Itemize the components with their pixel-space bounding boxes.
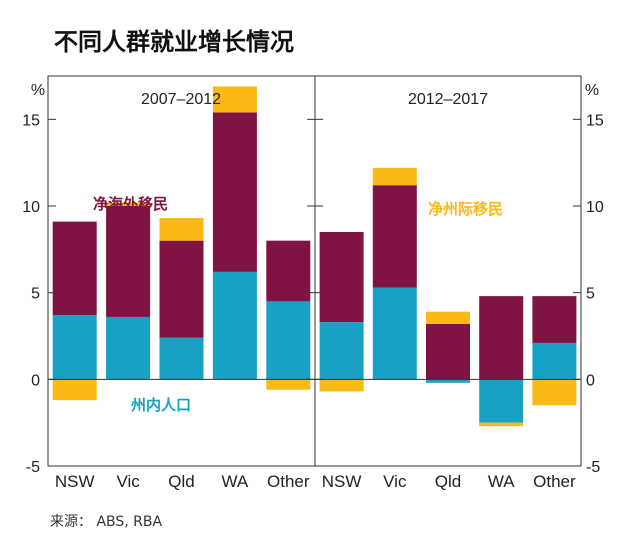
bars-layer [52,86,577,427]
bar-net-interstate-migration-p2-nsw [319,379,364,392]
bar-net-overseas-migration-p1-qld [159,240,204,338]
y-tick-label-right-5: 5 [586,286,595,303]
bar-net-overseas-migration-p1-other [266,240,311,302]
x-tick-labels: NSW Vic Qld WA Other NSW Vic Qld WA Other [55,472,576,491]
x-tick-label-p1-vic: Vic [116,472,140,491]
annotation-net-overseas-migration: 净海外移民 [93,195,168,213]
bar-net-overseas-migration-p2-vic [372,185,417,288]
y-tick-label-left--5: -5 [26,459,40,476]
panel-title-right: 2012–2017 [408,91,488,108]
bar-net-overseas-migration-p1-nsw [52,221,97,316]
bar-state-population-p2-vic [372,287,417,380]
x-tick-label-p1-other: Other [267,472,310,491]
x-tick-label-p2-vic: Vic [383,472,407,491]
bar-net-interstate-migration-p2-wa [479,422,524,427]
x-tick-label-p1-wa: WA [222,472,249,491]
y-tick-labels: -5 -5 0 0 5 5 10 10 15 15 [22,112,604,476]
annotation-net-interstate-migration: 净州际移民 [428,200,503,218]
x-tick-label-p1-nsw: NSW [55,472,95,491]
bar-net-interstate-migration-p1-wa [212,86,257,113]
bar-state-population-p2-nsw [319,322,364,380]
bar-net-interstate-migration-p1-nsw [52,379,97,401]
y-tick-label-left-0: 0 [31,372,40,389]
bar-net-interstate-migration-p2-other [532,379,577,406]
y-tick-label-left-10: 10 [22,199,40,216]
y-tick-label-right-15: 15 [586,112,604,129]
bar-state-population-p1-vic [106,316,151,380]
y-tick-label-left-15: 15 [22,112,40,129]
y-tick-label-right--5: -5 [586,459,600,476]
y-unit-label-left: % [31,82,45,99]
bar-state-population-p1-other [266,301,311,380]
bar-net-interstate-migration-p1-other [266,379,311,390]
source-note: 来源： ABS, RBA [50,514,163,530]
bar-state-population-p2-qld [426,379,470,383]
y-tick-label-left-5: 5 [31,286,40,303]
bar-state-population-p1-wa [212,271,257,380]
y-tick-label-right-0: 0 [586,372,595,389]
bar-state-population-p1-nsw [52,315,97,380]
x-tick-label-p1-qld: Qld [168,472,194,491]
panel-title-left: 2007–2012 [141,91,221,108]
bar-net-interstate-migration-p2-vic [372,167,417,186]
bar-net-overseas-migration-p1-vic [106,206,151,317]
x-tick-label-p2-other: Other [533,472,576,491]
bar-net-interstate-migration-p1-vic [106,202,151,206]
y-tick-label-right-10: 10 [586,199,604,216]
bar-net-overseas-migration-p2-nsw [319,232,364,323]
y-unit-label-right: % [585,82,599,99]
bar-net-overseas-migration-p2-wa [479,296,524,380]
bar-state-population-p1-qld [159,337,204,380]
bar-net-overseas-migration-p2-qld [426,323,470,380]
bar-state-population-p2-wa [479,379,524,423]
x-tick-label-p2-nsw: NSW [322,472,362,491]
bar-state-population-p2-other [532,342,577,380]
x-tick-label-p2-qld: Qld [435,472,461,491]
bar-net-overseas-migration-p1-wa [212,112,257,272]
bar-net-interstate-migration-p2-qld [426,311,470,324]
ticks-layer [48,118,581,467]
annotation-state-population: 州内人口 [130,396,191,414]
x-tick-label-p2-wa: WA [488,472,515,491]
page-title: 不同人群就业增长情况 [54,28,294,56]
bar-net-interstate-migration-p1-qld [159,218,204,241]
bar-net-overseas-migration-p2-other [532,296,577,343]
